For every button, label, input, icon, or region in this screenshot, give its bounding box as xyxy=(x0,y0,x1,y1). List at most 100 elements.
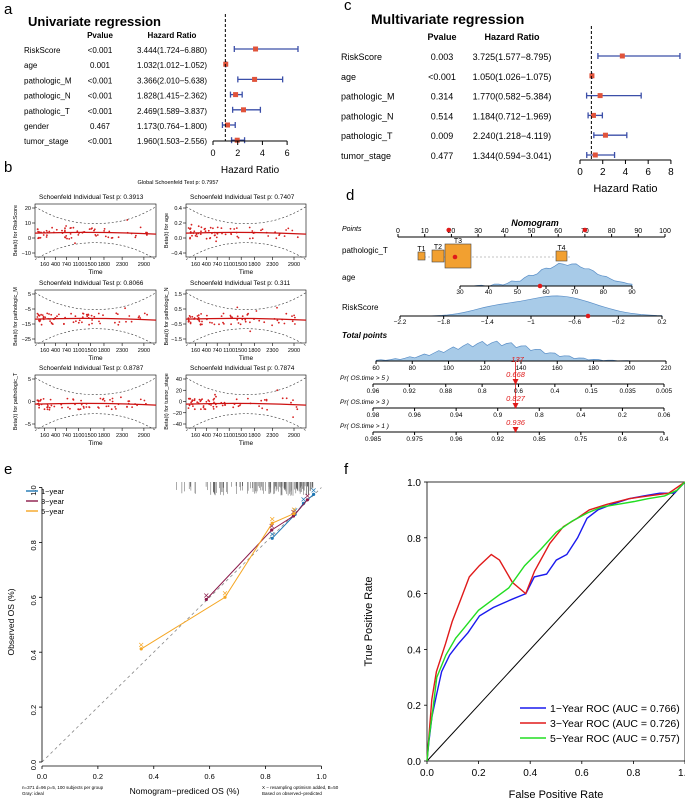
schoenfeld-x-tick-label: 400 xyxy=(51,262,60,268)
panel-label-b: b xyxy=(4,159,12,176)
schoenfeld-x-tick-label: 1100 xyxy=(223,433,235,439)
schoenfeld-residual-point xyxy=(139,317,142,319)
schoenfeld-residual-point xyxy=(85,406,88,408)
schoenfeld-residual-point xyxy=(283,235,286,238)
schoenfeld-residual-point xyxy=(200,230,202,233)
schoenfeld-residual-point xyxy=(110,237,113,239)
schoenfeld-residual-point xyxy=(51,323,54,325)
nomogram-points-tick-label: 50 xyxy=(528,228,536,235)
nomogram-t-category: T2 xyxy=(434,244,442,251)
schoenfeld-residual-point xyxy=(83,407,85,409)
schoenfeld-residual-point xyxy=(193,399,196,402)
schoenfeld-residual-point xyxy=(69,233,72,235)
forest-row-hr-text: 1.770(0.582−5.384) xyxy=(473,92,552,102)
schoenfeld-residual-point xyxy=(237,322,240,324)
nomogram-prob-tick-label: 0.6 xyxy=(618,436,627,443)
schoenfeld-residual-point xyxy=(193,408,196,411)
schoenfeld-residual-point xyxy=(267,235,270,237)
schoenfeld-residual-point xyxy=(38,406,40,409)
schoenfeld-residual-point xyxy=(294,323,296,325)
calibration-x-label: Nomogram−prediced OS (%) xyxy=(130,786,240,796)
panel-e-calibration: 0.00.20.40.60.81.00.00.20.40.60.81.0Nomo… xyxy=(6,482,339,796)
schoenfeld-residual-point xyxy=(222,312,225,315)
schoenfeld-residual-point xyxy=(248,226,251,229)
schoenfeld-x-tick-label: 1800 xyxy=(98,348,110,354)
schoenfeld-residual-point xyxy=(117,323,120,326)
schoenfeld-residual-point xyxy=(110,408,113,411)
schoenfeld-y-tick-label: −40 xyxy=(173,422,182,428)
calibration-series-point xyxy=(292,511,296,516)
schoenfeld-residual-point xyxy=(197,225,200,228)
nomogram-prob-label: Pr( OS.time > 5 ) xyxy=(340,375,389,382)
schoenfeld-residual-point xyxy=(97,406,99,409)
schoenfeld-residual-point xyxy=(38,237,40,240)
schoenfeld-residual-point xyxy=(107,405,110,407)
nomogram-t-marker xyxy=(452,254,458,260)
schoenfeld-x-tick-label: 2900 xyxy=(138,433,150,439)
calibration-series-point xyxy=(223,595,227,599)
schoenfeld-fit-line xyxy=(34,231,157,235)
nomogram-prob-tick-label: 0.005 xyxy=(656,388,673,395)
schoenfeld-residual-point xyxy=(271,324,273,327)
schoenfeld-residual-point xyxy=(201,398,204,400)
forest-row-name: tumor_stage xyxy=(24,137,69,146)
schoenfeld-residual-point xyxy=(220,227,223,230)
schoenfeld-residual-point xyxy=(125,320,127,323)
forest-row-hr-text: 2.240(1.218−4.119) xyxy=(473,131,551,141)
schoenfeld-residual-point xyxy=(146,313,149,316)
schoenfeld-y-tick-label: 0 xyxy=(179,400,182,406)
forest-row-name: pathologic_M xyxy=(341,92,395,102)
schoenfeld-residual-point xyxy=(95,235,97,237)
schoenfeld-residual-point xyxy=(199,400,202,403)
nomogram-risk-tick-label: −0.2 xyxy=(612,319,625,326)
nomogram-age-tick-label: 70 xyxy=(571,289,579,296)
nomogram-t-category: T4 xyxy=(557,245,565,252)
schoenfeld-residual-point xyxy=(213,401,215,404)
schoenfeld-residual-point xyxy=(96,234,99,236)
schoenfeld-x-label: Time xyxy=(88,355,103,362)
schoenfeld-residual-point xyxy=(49,398,52,401)
schoenfeld-residual-point xyxy=(239,404,241,407)
schoenfeld-residual-point xyxy=(265,399,268,402)
schoenfeld-residual-point xyxy=(38,404,40,407)
schoenfeld-residual-point xyxy=(86,315,89,318)
schoenfeld-residual-point xyxy=(191,399,194,402)
roc-x-tick-label: 0.2 xyxy=(472,768,486,779)
schoenfeld-panel: Schoenfeld Individual Test p: 0.3913 −10 0… xyxy=(13,194,157,276)
schoenfeld-residual-point xyxy=(103,230,105,232)
panel-label-d: d xyxy=(346,187,354,204)
nomogram-t-box xyxy=(431,249,445,263)
schoenfeld-y-tick-label: 0 xyxy=(28,236,31,242)
schoenfeld-x-tick-label: 1800 xyxy=(98,262,110,268)
schoenfeld-residual-point xyxy=(293,314,295,317)
schoenfeld-x-tick-label: 1500 xyxy=(235,433,247,439)
schoenfeld-ci-upper xyxy=(185,206,307,224)
schoenfeld-x-tick-label: 2900 xyxy=(288,433,300,439)
nomogram-age-marker xyxy=(537,283,543,289)
calibration-legend-label: 3−year xyxy=(41,497,65,506)
nomogram-points-label: Points xyxy=(342,226,362,233)
schoenfeld-residual-point xyxy=(80,403,83,406)
schoenfeld-y-tick-label: 0.4 xyxy=(174,206,182,212)
schoenfeld-x-tick-label: 1500 xyxy=(235,262,247,268)
schoenfeld-y-label: Beta(t) for pathologic_T xyxy=(13,372,19,430)
forest-row-name: tumor_stage xyxy=(341,151,391,161)
schoenfeld-residual-point xyxy=(247,312,250,315)
schoenfeld-residual-point xyxy=(77,234,80,236)
schoenfeld-ci-upper xyxy=(185,377,307,395)
calibration-optimism-x xyxy=(269,516,275,522)
schoenfeld-residual-point xyxy=(212,405,215,408)
forest-hr-point xyxy=(224,122,230,128)
schoenfeld-residual-point xyxy=(43,408,46,411)
schoenfeld-residual-point xyxy=(138,315,141,317)
schoenfeld-residual-point xyxy=(77,408,80,411)
forest-row-name: age xyxy=(24,61,38,70)
calibration-series-point xyxy=(305,498,309,502)
nomogram-prob-tick-label: 0.85 xyxy=(533,436,546,443)
schoenfeld-residual-point xyxy=(212,398,215,401)
schoenfeld-residual-point xyxy=(87,314,90,316)
schoenfeld-residual-point xyxy=(215,405,218,408)
calibration-note: Based on observed−predicted xyxy=(262,791,322,796)
nomogram-risk-density xyxy=(400,295,663,317)
forest-row-name: pathologic_N xyxy=(24,92,71,101)
